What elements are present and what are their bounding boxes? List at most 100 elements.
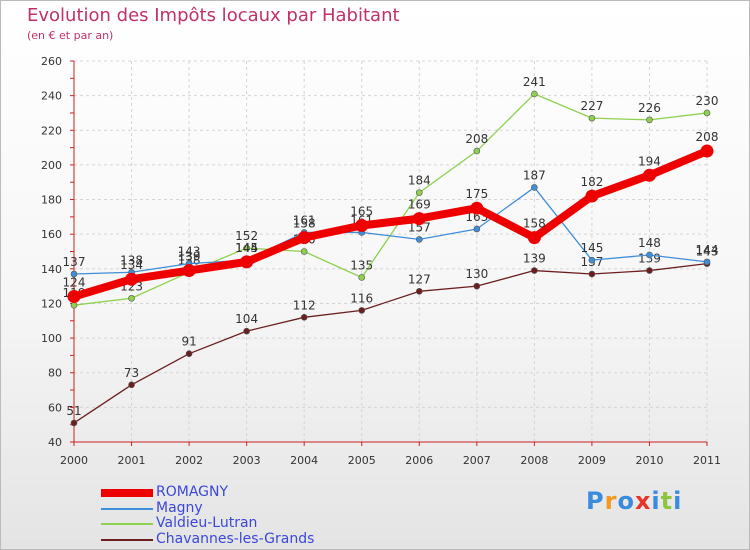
data-label-valdieu-lutran: 152 [235,229,258,243]
data-label-valdieu-lutran: 208 [465,132,488,146]
logo-letter: r [604,487,618,515]
data-point-romagny [642,168,656,182]
data-label-magny: 137 [63,255,86,269]
data-label-magny: 148 [638,236,661,250]
data-point-chavannes-les-grands [300,314,308,321]
data-label-magny: 145 [580,241,603,255]
x-tick-label: 2002 [175,454,203,467]
data-label-chavannes-les-grands: 112 [293,298,316,312]
data-label-chavannes-les-grands: 143 [696,245,719,259]
logo-letter: t [660,487,674,515]
data-point-romagny [125,272,139,286]
logo-letter: x [634,487,652,515]
x-tick-label: 2003 [233,454,261,467]
y-tick-label: 100 [41,332,62,345]
data-label-romagny: 165 [350,205,373,219]
legend-item-romagny: ROMAGNY [101,484,361,502]
x-tick-label: 2011 [693,454,721,467]
data-point-romagny [355,219,369,233]
data-point-chavannes-les-grands [128,381,135,389]
data-label-romagny: 124 [63,276,86,290]
data-label-magny: 143 [178,245,201,259]
data-point-valdieu-lutran [473,147,481,155]
data-label-romagny: 158 [523,217,546,231]
data-point-valdieu-lutran [703,109,711,117]
y-tick-label: 80 [48,367,62,380]
legend-item-chavannes-les-grands: Chavannes-les-Grands [101,530,361,549]
data-point-chavannes-les-grands [588,270,596,278]
data-point-romagny [297,231,311,245]
data-label-magny: 187 [523,168,546,182]
x-tick-label: 2010 [635,454,663,467]
series-line-romagny [70,147,711,301]
legend-swatch-valdieu-lutran [101,523,153,525]
data-label-romagny: 194 [638,154,661,168]
x-tick-label: 2008 [520,454,548,467]
series-line-valdieu-lutran [73,93,708,306]
data-point-magny [415,236,423,243]
x-tick-label: 2000 [60,454,88,467]
data-point-magny [646,251,653,259]
x-tick-label: 2009 [578,454,606,467]
data-point-chavannes-les-grands [473,282,481,290]
data-point-valdieu-lutran [588,114,596,122]
data-point-magny [473,225,481,233]
data-point-magny [70,270,78,278]
data-label-chavannes-les-grands: 91 [181,335,196,349]
data-point-valdieu-lutran [300,248,308,255]
data-label-romagny: 182 [580,175,603,189]
series-line-chavannes-les-grands [73,262,708,424]
data-point-romagny [470,201,484,215]
logo-letter: i [651,487,661,515]
data-label-valdieu-lutran: 226 [638,101,661,115]
legend-swatch-magny [101,507,153,510]
data-point-magny [588,256,596,264]
data-label-magny: 157 [408,220,431,234]
y-tick-label: 220 [41,124,62,137]
legend: ROMAGNY Magny Valdieu-Lutran Chavannes-l… [101,484,361,549]
x-tick-label: 2004 [290,454,318,467]
data-label-valdieu-lutran: 241 [523,75,546,89]
data-point-romagny [585,189,599,203]
data-point-chavannes-les-grands [185,350,193,357]
data-label-magny: 138 [120,253,143,267]
data-point-romagny [700,144,714,158]
data-label-romagny: 175 [465,187,488,201]
data-point-valdieu-lutran [70,301,78,309]
data-label-romagny: 134 [120,258,143,272]
data-label-chavannes-les-grands: 51 [66,404,81,418]
data-point-romagny [412,212,426,226]
y-tick-label: 60 [48,401,62,414]
data-point-romagny [240,255,254,269]
y-tick-label: 260 [41,55,62,68]
data-label-chavannes-les-grands: 104 [235,312,258,326]
y-tick-label: 240 [41,90,62,103]
x-tick-label: 2005 [348,454,376,467]
data-label-romagny: 144 [235,241,258,255]
data-point-valdieu-lutran [415,189,423,196]
legend-item-valdieu-lutran: Valdieu-Lutran [101,515,361,533]
data-point-chavannes-les-grands [358,307,366,314]
legend-item-magny: Magny [101,500,361,518]
chart-title: Evolution des Impôts locaux par Habitant [27,5,400,26]
legend-label-valdieu-lutran: Valdieu-Lutran [156,515,258,531]
legend-label-chavannes-les-grands: Chavannes-les-Grands [156,530,315,547]
data-label-chavannes-les-grands: 73 [124,366,139,380]
data-label-valdieu-lutran: 230 [696,94,719,108]
y-tick-label: 200 [41,159,62,172]
data-point-chavannes-les-grands [646,267,653,274]
data-label-chavannes-les-grands: 139 [523,252,546,266]
data-point-magny [703,258,711,266]
x-tick-label: 2001 [118,454,146,467]
data-label-valdieu-lutran: 227 [580,99,603,113]
data-label-romagny: 169 [408,198,431,212]
data-point-chavannes-les-grands [415,288,423,295]
y-tick-label: 140 [41,263,62,276]
data-label-romagny: 158 [293,217,316,231]
data-label-magny: 145 [235,241,258,255]
data-label-valdieu-lutran: 184 [408,174,431,188]
legend-swatch-chavannes-les-grands [101,538,153,541]
logo-letter: i [673,487,683,515]
